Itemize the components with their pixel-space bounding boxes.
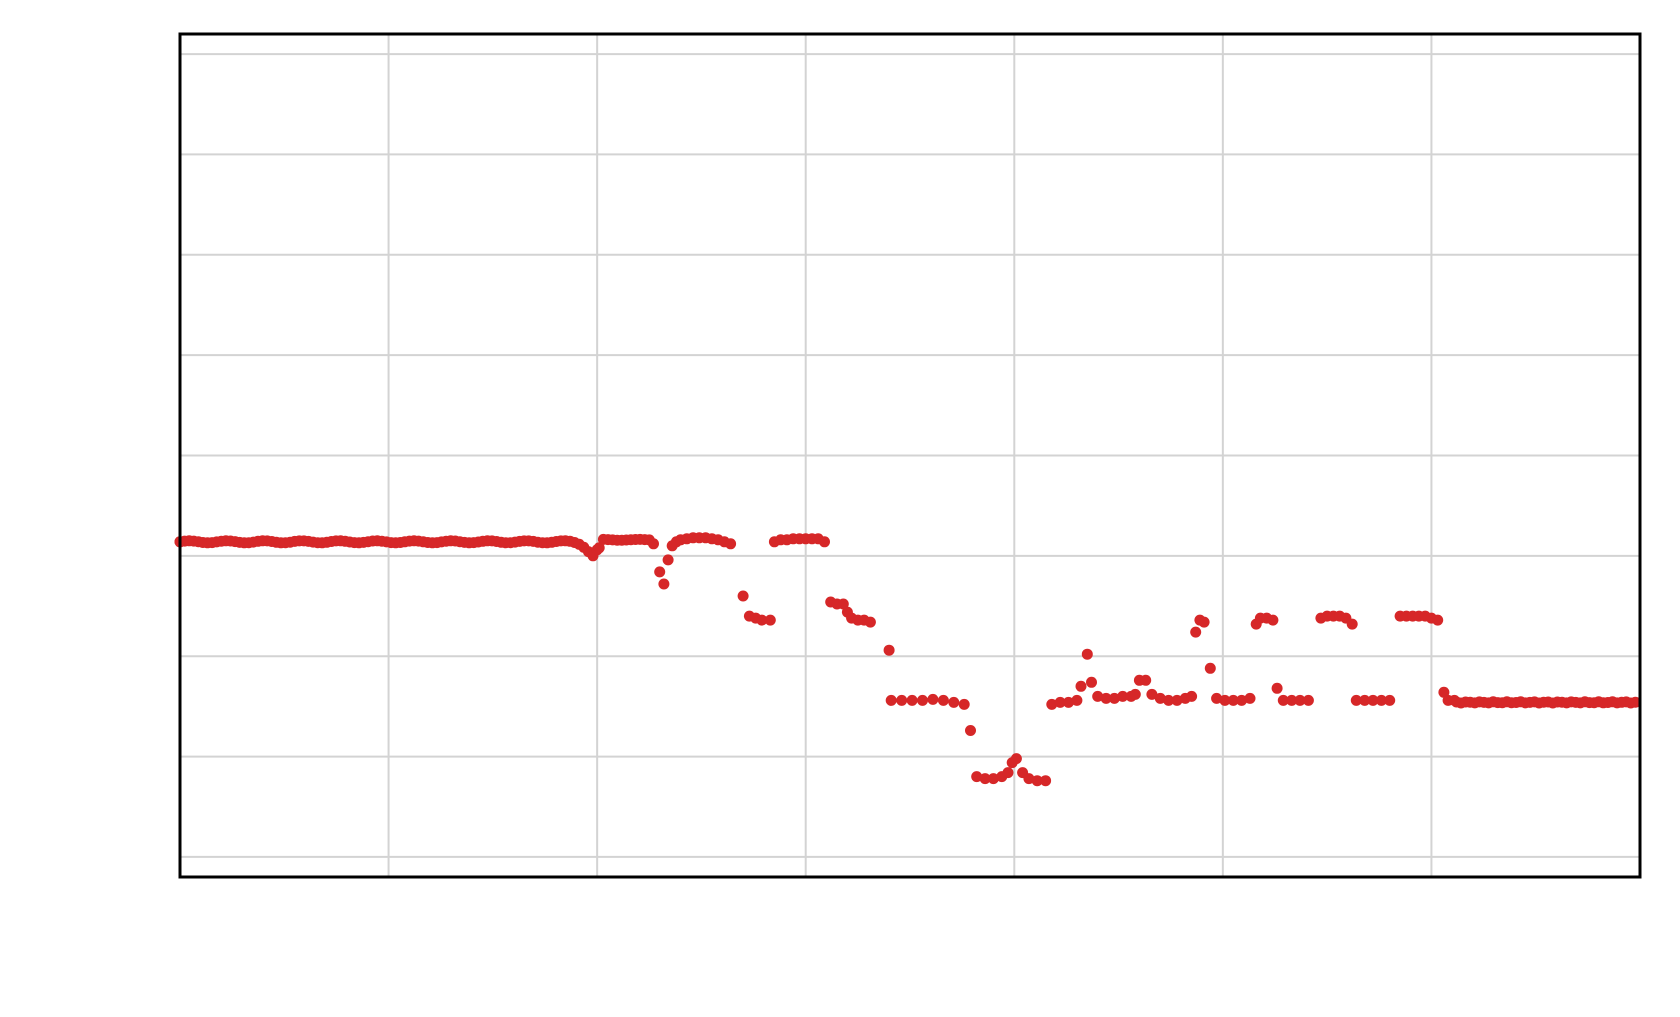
data-point — [1054, 696, 1066, 708]
data-point — [1271, 682, 1283, 694]
data-point — [927, 693, 939, 705]
data-point — [1100, 692, 1112, 704]
data-point — [958, 698, 970, 710]
data-point — [1629, 696, 1641, 708]
data-point — [1236, 694, 1248, 706]
data-point — [979, 773, 991, 785]
data-point — [1146, 688, 1158, 700]
data-point — [662, 554, 674, 566]
data-point — [971, 771, 983, 783]
data-point — [1277, 694, 1289, 706]
data-point — [1117, 690, 1129, 702]
data-point — [1219, 694, 1231, 706]
data-point — [1286, 694, 1298, 706]
data-point — [864, 616, 876, 628]
data-point — [1154, 692, 1166, 704]
data-points — [174, 532, 1641, 787]
data-point — [948, 696, 960, 708]
data-point — [1244, 692, 1256, 704]
data-point — [987, 773, 999, 785]
data-point — [819, 536, 830, 548]
plot-frame — [178, 32, 1642, 879]
data-point — [1204, 662, 1216, 674]
data-point — [725, 538, 737, 550]
data-point — [1438, 686, 1450, 698]
data-point — [1163, 694, 1175, 706]
data-point — [1190, 626, 1202, 638]
data-point — [965, 725, 976, 736]
data-point — [654, 566, 666, 578]
data-point — [648, 538, 659, 550]
data-point — [1350, 694, 1362, 706]
data-point — [1359, 694, 1371, 706]
data-point — [1075, 680, 1087, 692]
data-point — [1346, 618, 1358, 630]
data-point — [1010, 753, 1022, 765]
data-point — [885, 694, 897, 706]
data-point — [906, 694, 918, 706]
data-point — [764, 614, 776, 626]
data-point — [1211, 692, 1223, 704]
data-point — [917, 694, 928, 706]
data-point — [1432, 614, 1444, 626]
data-point — [593, 542, 605, 554]
data-point — [1063, 696, 1074, 708]
data-point — [1171, 694, 1183, 706]
data-point — [1046, 698, 1058, 710]
data-point — [1375, 694, 1387, 706]
data-point — [737, 590, 749, 602]
data-point — [1023, 773, 1035, 785]
data-point — [658, 578, 670, 590]
data-point — [883, 644, 895, 656]
data-point — [1031, 775, 1043, 787]
data-point — [896, 694, 908, 706]
data-point — [1108, 692, 1120, 704]
data-point — [1384, 694, 1396, 706]
data-point — [1302, 694, 1314, 706]
data-point — [837, 598, 849, 610]
data-point — [1071, 694, 1083, 706]
data-point — [1227, 694, 1239, 706]
data-point — [1198, 616, 1210, 628]
data-point — [1129, 688, 1141, 700]
data-point — [1002, 767, 1014, 779]
data-point — [1092, 690, 1104, 702]
data-point — [756, 614, 768, 626]
data-point — [1140, 674, 1152, 686]
horizontal-gridlines — [180, 53, 1640, 858]
data-point — [1367, 694, 1379, 706]
data-point — [1267, 614, 1279, 626]
data-point — [1081, 648, 1093, 660]
data-point — [1040, 775, 1052, 787]
data-point — [937, 694, 949, 706]
data-point — [1186, 690, 1198, 702]
data-point — [1086, 676, 1097, 688]
data-point — [1294, 694, 1306, 706]
